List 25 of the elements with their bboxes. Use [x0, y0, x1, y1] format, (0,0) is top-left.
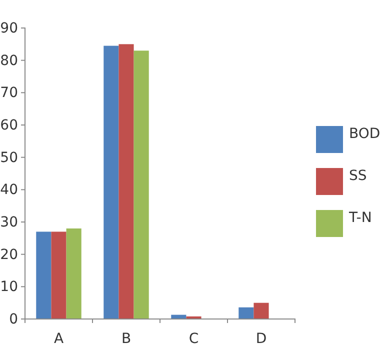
y-tick-label: 20 [0, 246, 18, 263]
legend-label: BOD [349, 126, 380, 142]
y-tick-label: 0 [9, 311, 18, 328]
y-tick-label: 60 [0, 117, 18, 134]
legend-label: SS [349, 168, 367, 184]
y-tick-label: 50 [0, 150, 18, 166]
x-tick-label: B [121, 331, 132, 347]
legend-label: T-N [348, 210, 372, 226]
bar [51, 232, 66, 319]
y-tick-label: 80 [0, 52, 18, 69]
bar [104, 46, 119, 319]
bar [238, 307, 254, 319]
bar [134, 50, 149, 319]
x-tick-label: A [54, 331, 64, 347]
x-tick-label: C [188, 331, 199, 347]
bar [66, 228, 82, 319]
y-tick-label: 90 [0, 20, 18, 36]
y-tick-label: 30 [0, 214, 18, 230]
y-tick-label: 10 [0, 279, 18, 296]
bar [254, 302, 269, 319]
y-tick-label: 40 [0, 182, 18, 198]
bar [118, 44, 134, 319]
y-tick-label: 70 [0, 85, 18, 102]
x-tick-label: D [256, 331, 267, 347]
bar [36, 232, 52, 319]
